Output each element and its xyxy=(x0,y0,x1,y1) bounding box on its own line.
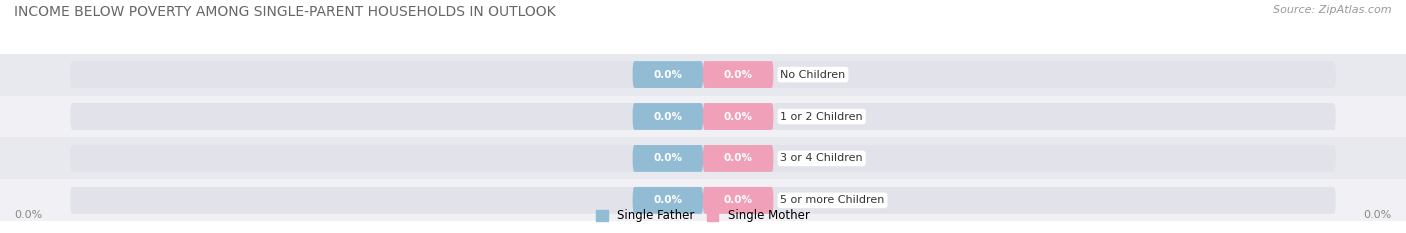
Text: 0.0%: 0.0% xyxy=(654,112,682,121)
FancyBboxPatch shape xyxy=(703,61,773,88)
Text: 1 or 2 Children: 1 or 2 Children xyxy=(780,112,863,121)
FancyBboxPatch shape xyxy=(633,103,703,130)
FancyBboxPatch shape xyxy=(633,61,703,88)
Text: 0.0%: 0.0% xyxy=(724,70,752,79)
FancyBboxPatch shape xyxy=(70,61,1336,88)
Text: 0.0%: 0.0% xyxy=(654,195,682,205)
Bar xyxy=(0,96,1406,137)
FancyBboxPatch shape xyxy=(703,145,773,172)
Text: 0.0%: 0.0% xyxy=(654,70,682,79)
Text: 0.0%: 0.0% xyxy=(1364,210,1392,220)
Text: Source: ZipAtlas.com: Source: ZipAtlas.com xyxy=(1274,5,1392,15)
FancyBboxPatch shape xyxy=(70,187,1336,214)
Legend: Single Father, Single Mother: Single Father, Single Mother xyxy=(592,205,814,227)
Text: INCOME BELOW POVERTY AMONG SINGLE-PARENT HOUSEHOLDS IN OUTLOOK: INCOME BELOW POVERTY AMONG SINGLE-PARENT… xyxy=(14,5,555,19)
FancyBboxPatch shape xyxy=(633,145,703,172)
Bar xyxy=(0,179,1406,221)
FancyBboxPatch shape xyxy=(703,103,773,130)
Text: 0.0%: 0.0% xyxy=(724,112,752,121)
FancyBboxPatch shape xyxy=(70,145,1336,172)
FancyBboxPatch shape xyxy=(703,187,773,214)
Bar xyxy=(0,54,1406,96)
Text: 0.0%: 0.0% xyxy=(724,154,752,163)
Text: 3 or 4 Children: 3 or 4 Children xyxy=(780,154,863,163)
Text: 0.0%: 0.0% xyxy=(654,154,682,163)
Text: 0.0%: 0.0% xyxy=(724,195,752,205)
Bar xyxy=(0,137,1406,179)
Text: No Children: No Children xyxy=(780,70,845,79)
FancyBboxPatch shape xyxy=(633,187,703,214)
FancyBboxPatch shape xyxy=(70,103,1336,130)
Text: 0.0%: 0.0% xyxy=(14,210,42,220)
Text: 5 or more Children: 5 or more Children xyxy=(780,195,884,205)
